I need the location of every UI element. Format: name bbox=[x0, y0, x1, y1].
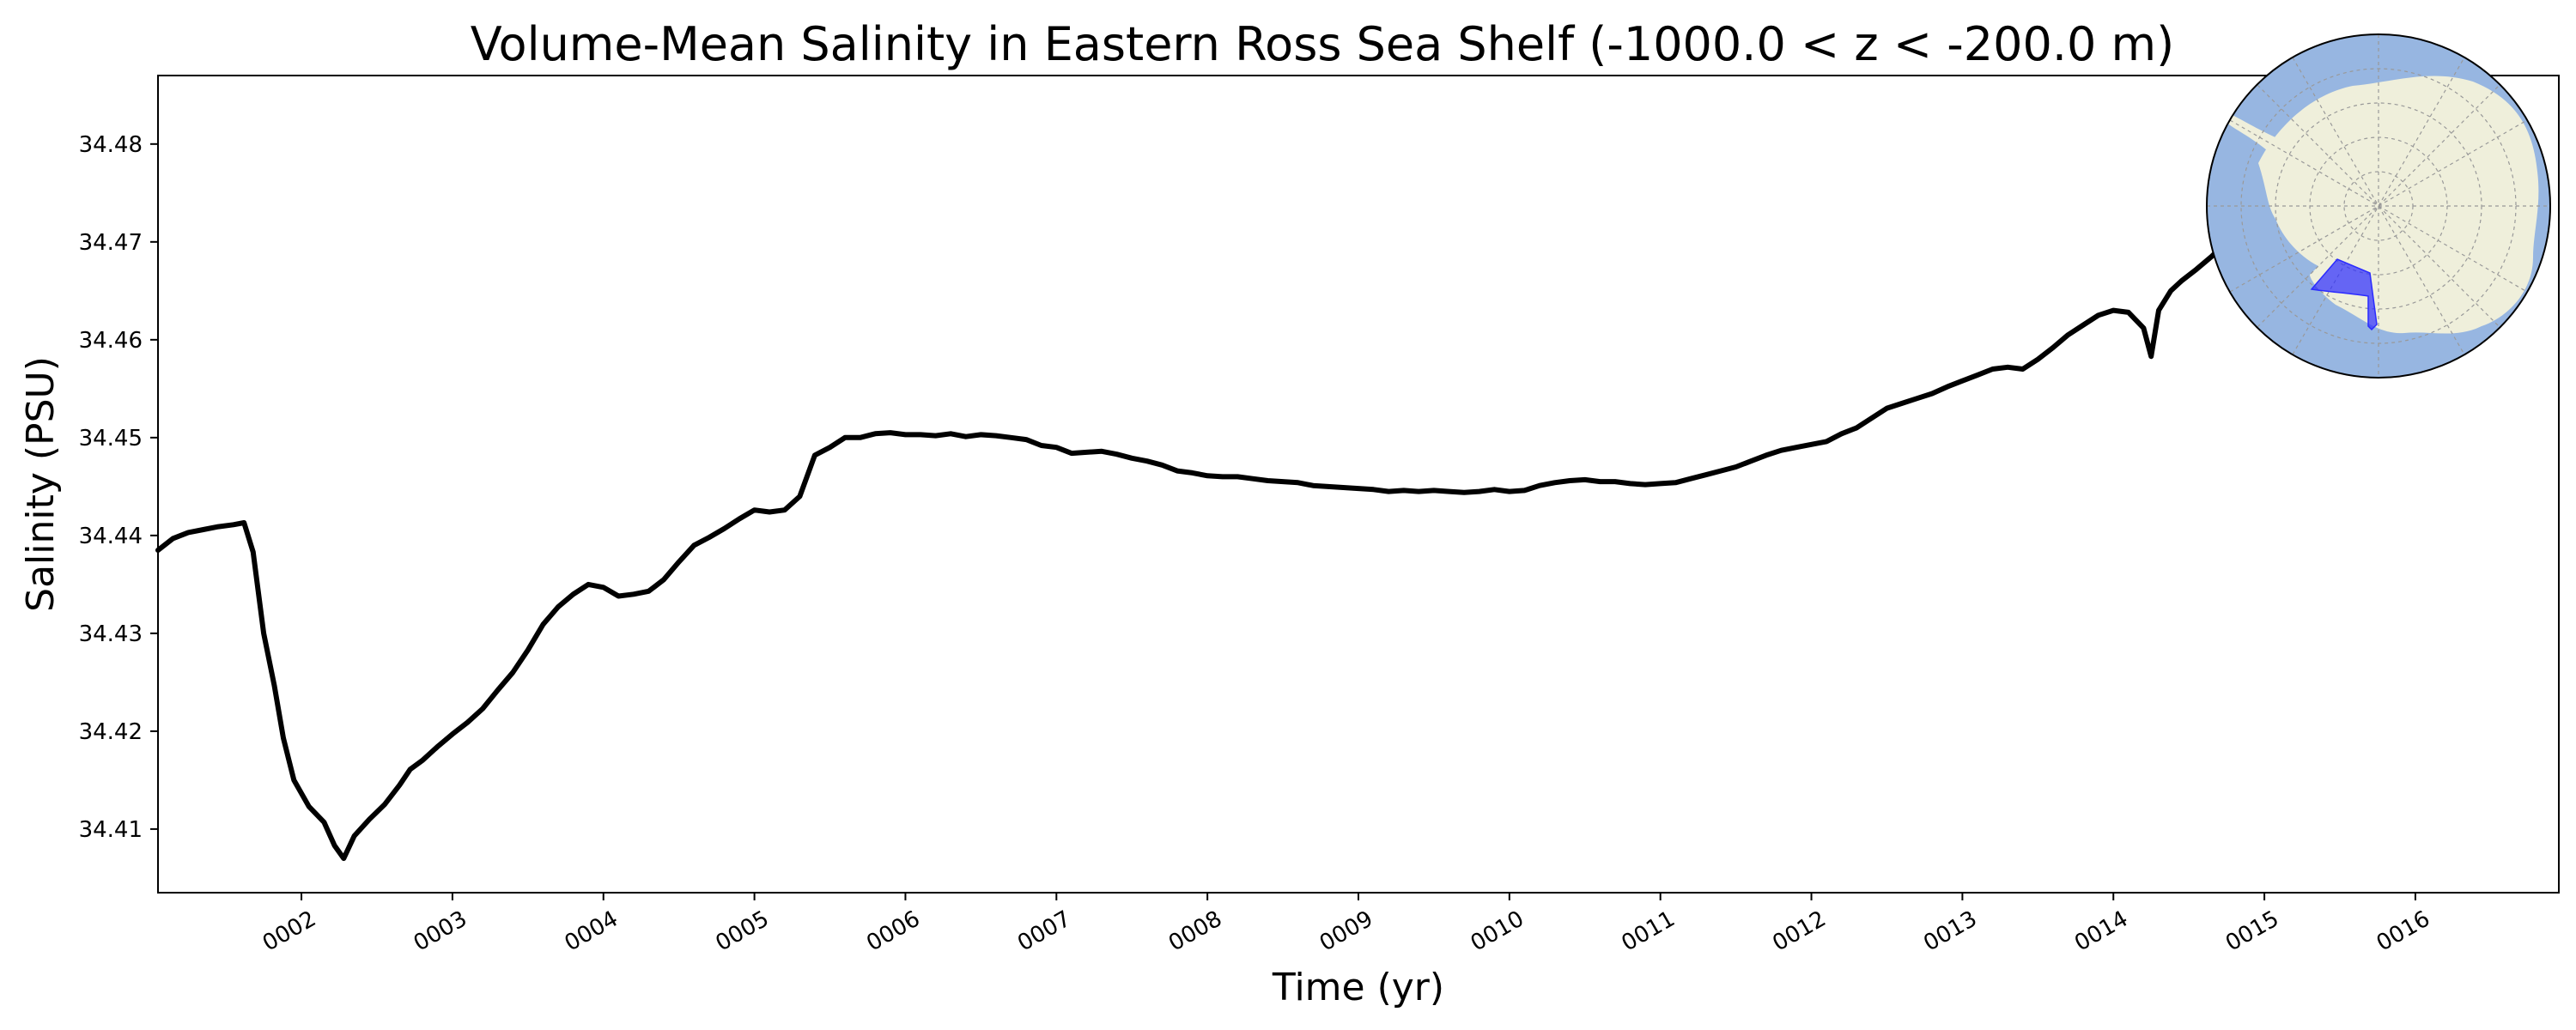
y-tick-label: 34.48 bbox=[79, 132, 143, 158]
x-tick-label: 0006 bbox=[862, 906, 924, 957]
x-tick-label: 0011 bbox=[1618, 906, 1680, 957]
chart-title: Volume-Mean Salinity in Eastern Ross Sea… bbox=[471, 17, 2174, 71]
x-tick-label: 0009 bbox=[1315, 906, 1377, 957]
y-tick-label: 34.44 bbox=[79, 524, 143, 549]
weddell-ice-edge bbox=[2314, 140, 2336, 155]
x-tick-label: 0007 bbox=[1013, 906, 1075, 957]
map-outline bbox=[2206, 33, 2551, 379]
x-tick-label: 0013 bbox=[1919, 906, 1981, 957]
x-axis-label: Time (yr) bbox=[1272, 966, 1444, 1009]
x-tick-label: 0016 bbox=[2372, 906, 2434, 957]
x-tick-label: 0010 bbox=[1467, 906, 1528, 957]
x-tick-label: 0014 bbox=[2070, 906, 2132, 957]
x-tick-label: 0005 bbox=[711, 906, 773, 957]
y-tick-label: 34.46 bbox=[79, 328, 143, 354]
x-axis-ticks: 0002 0003 0004 0005 0006 0007 0008 0009 0010 0011… bbox=[258, 893, 2434, 957]
y-tick-label: 34.45 bbox=[79, 426, 143, 451]
plot-area bbox=[155, 112, 2501, 862]
x-tick-label: 0015 bbox=[2221, 906, 2283, 957]
y-tick-label: 34.41 bbox=[79, 817, 143, 843]
y-axis-label: Salinity (PSU) bbox=[19, 356, 63, 612]
axes-frame bbox=[157, 75, 2560, 894]
x-tick-label: 0002 bbox=[258, 906, 320, 957]
map-gridlines bbox=[2207, 34, 2550, 378]
y-tick-label: 34.42 bbox=[79, 719, 143, 745]
x-tick-label: 0012 bbox=[1768, 906, 1830, 957]
y-axis-ticks: 34.41 34.42 34.43 34.44 34.45 34.46 34.47 34.48 bbox=[79, 132, 158, 843]
antarctica-inset-map bbox=[2206, 33, 2551, 379]
x-tick-label: 0004 bbox=[561, 906, 623, 957]
salinity-series-line bbox=[155, 112, 2501, 862]
y-tick-label: 34.43 bbox=[79, 621, 143, 647]
eastern-ross-sea-region bbox=[2310, 258, 2378, 331]
y-tick-label: 34.47 bbox=[79, 230, 143, 256]
x-tick-label: 0003 bbox=[410, 906, 471, 957]
x-tick-label: 0008 bbox=[1164, 906, 1226, 957]
